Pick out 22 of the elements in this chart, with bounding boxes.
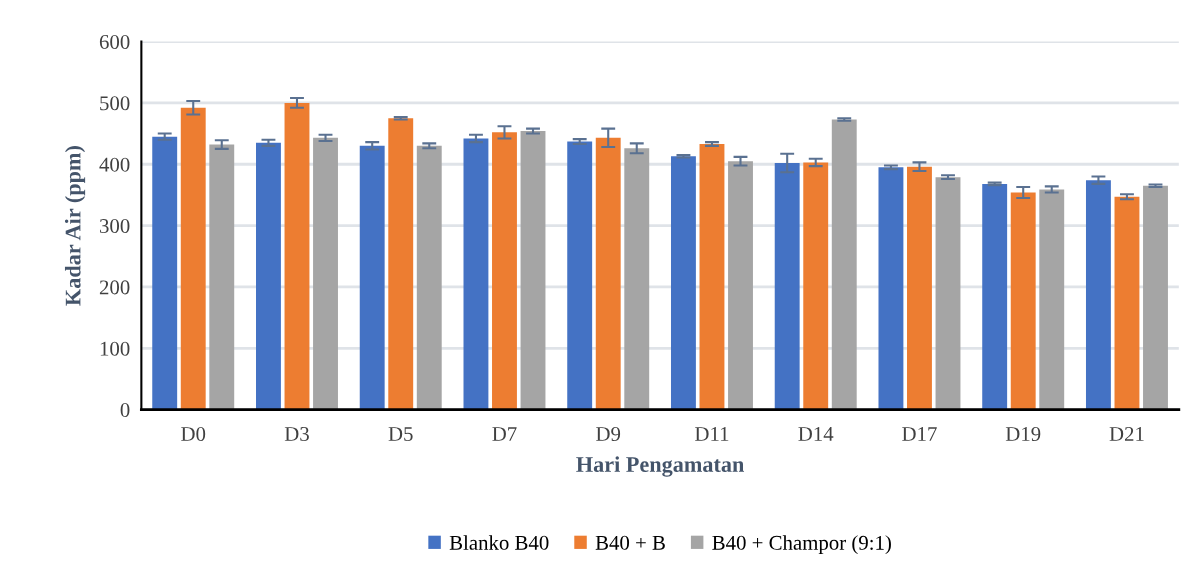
x-tick-label: D21 bbox=[1109, 427, 1144, 441]
x-tick-label: D7 bbox=[492, 427, 517, 441]
y-tick-label: 600 bbox=[99, 34, 130, 49]
legend-label: Blanko B40 bbox=[449, 535, 549, 550]
x-tick-label: D14 bbox=[798, 427, 834, 441]
y-tick-label: 500 bbox=[100, 96, 130, 111]
legend-label: B40 + Champor (9:1) bbox=[712, 535, 891, 555]
y-tick-label: 0 bbox=[120, 403, 130, 418]
x-tick-label: D9 bbox=[596, 427, 621, 442]
y-tick-label: 100 bbox=[100, 341, 130, 356]
x-tick-label: D5 bbox=[388, 427, 413, 442]
x-tick-label: D11 bbox=[695, 427, 729, 441]
legend-label: B40 + B bbox=[595, 535, 665, 550]
x-tick-label: D19 bbox=[1005, 427, 1041, 442]
x-tick-label: D0 bbox=[181, 426, 206, 442]
y-axis-title: Kadar Air (ppm) bbox=[64, 146, 86, 306]
x-axis-title: Hari Pengamatan bbox=[576, 456, 745, 477]
y-tick-label: 200 bbox=[99, 280, 130, 295]
y-tick-label: 400 bbox=[99, 157, 130, 172]
x-tick-label: D17 bbox=[902, 427, 937, 441]
x-tick-label: D3 bbox=[284, 427, 309, 442]
y-tick-label: 300 bbox=[100, 218, 130, 234]
